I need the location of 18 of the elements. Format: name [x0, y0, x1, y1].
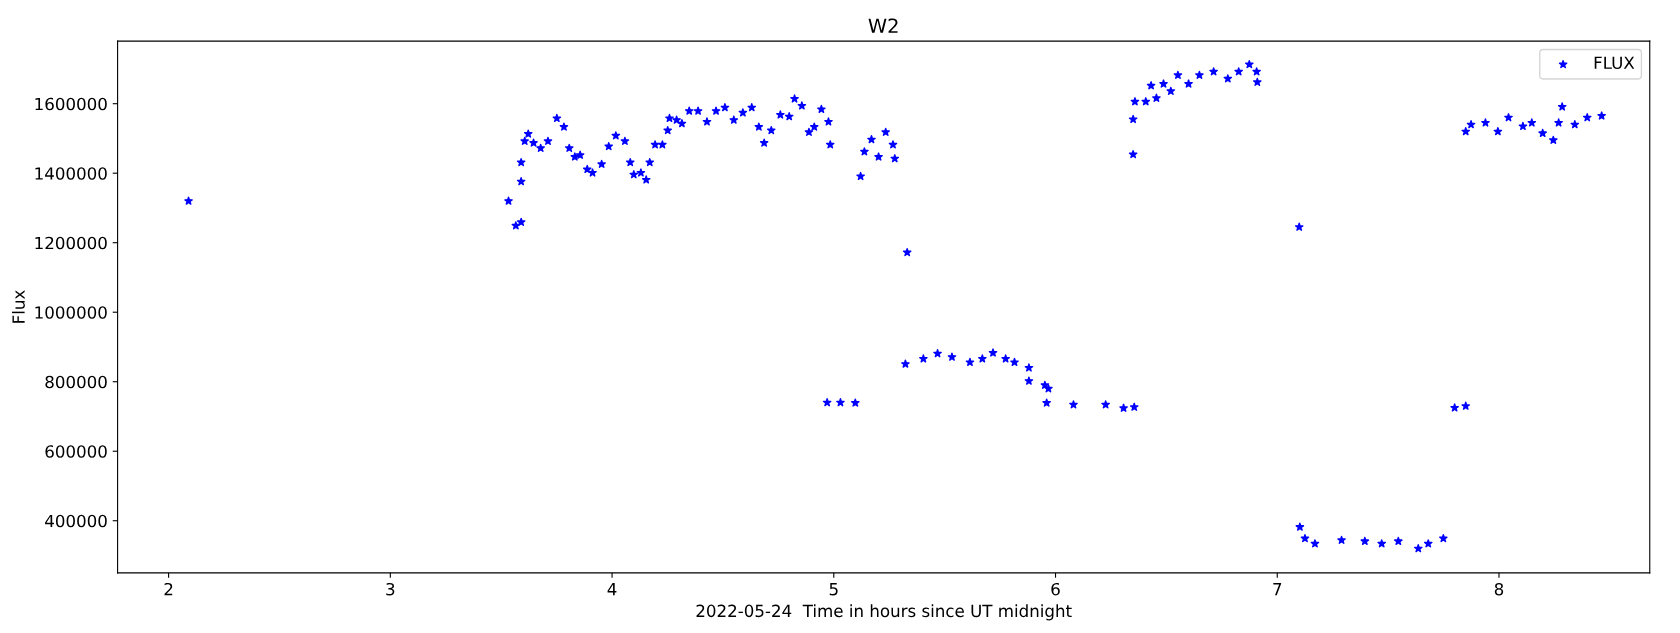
x-axis-title: 2022-05-24 Time in hours since UT midnight	[696, 604, 1072, 621]
chart-title: W2	[868, 18, 898, 33]
x-tick-label: 6	[1051, 582, 1060, 596]
y-tick-label: 1200000	[35, 236, 107, 250]
y-tick-label: 800000	[45, 375, 107, 389]
y-tick-label: 1000000	[35, 306, 107, 319]
y-tick-label: 1600000	[35, 97, 107, 111]
x-tick-label: 8	[1494, 582, 1504, 596]
y-axis-title: Flux	[11, 290, 25, 323]
y-tick-label: 1400000	[35, 167, 107, 180]
x-tick-label: 3	[386, 582, 395, 596]
x-tick-label: 5	[829, 583, 838, 596]
x-tick-label: 2	[164, 582, 173, 596]
y-tick-label: 600000	[45, 445, 107, 458]
x-tick-label: 7	[1273, 583, 1282, 596]
legend-label: FLUX	[1594, 56, 1635, 70]
y-tick-label: 400000	[45, 514, 107, 528]
x-tick-label: 4	[607, 583, 617, 596]
